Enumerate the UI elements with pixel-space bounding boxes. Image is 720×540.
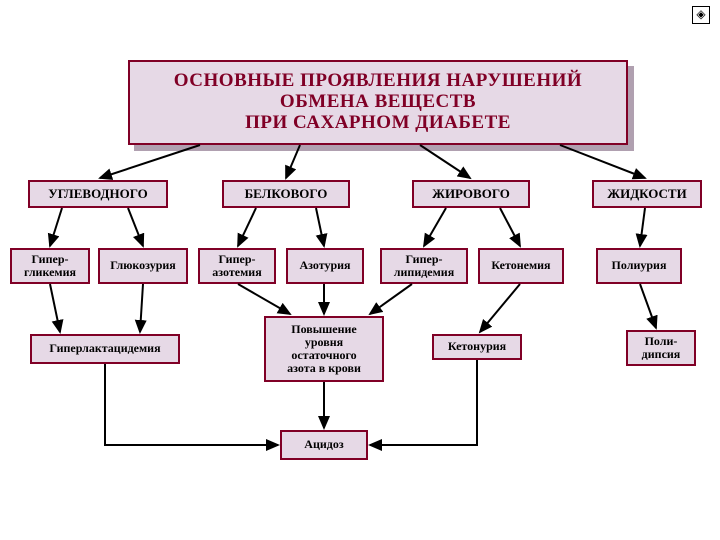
- node-polydipsia: Поли- дипсия: [626, 330, 696, 366]
- node-acidosis: Ацидоз: [280, 430, 368, 460]
- node-hyperlactacidemia: Гиперлактацидемия: [30, 334, 180, 364]
- cat-protein: БЕЛКОВОГО: [222, 180, 350, 208]
- node-glucosuria: Глюкозурия: [98, 248, 188, 284]
- corner-icon: ◈: [692, 6, 710, 24]
- node-hyperlipidemia: Гипер- липидемия: [380, 248, 468, 284]
- cat-fluid: ЖИДКОСТИ: [592, 180, 702, 208]
- node-hyperglycemia: Гипер- гликемия: [10, 248, 90, 284]
- node-hyperazotemia: Гипер- азотемия: [198, 248, 276, 284]
- node-azoturia: Азотурия: [286, 248, 364, 284]
- cat-carb: УГЛЕВОДНОГО: [28, 180, 168, 208]
- node-nitrogen-rise: Повышение уровня остаточного азота в кро…: [264, 316, 384, 382]
- node-ketonuria: Кетонурия: [432, 334, 522, 360]
- cat-fat: ЖИРОВОГО: [412, 180, 530, 208]
- title-line2: ОБМЕНА ВЕЩЕСТВ: [280, 92, 476, 113]
- node-ketonemia: Кетонемия: [478, 248, 564, 284]
- node-polyuria: Полиурия: [596, 248, 682, 284]
- title-box: ОСНОВНЫЕ ПРОЯВЛЕНИЯ НАРУШЕНИЙ ОБМЕНА ВЕЩ…: [128, 60, 628, 145]
- title-line1: ОСНОВНЫЕ ПРОЯВЛЕНИЯ НАРУШЕНИЙ: [174, 71, 582, 92]
- title-line3: ПРИ САХАРНОМ ДИАБЕТЕ: [245, 113, 511, 134]
